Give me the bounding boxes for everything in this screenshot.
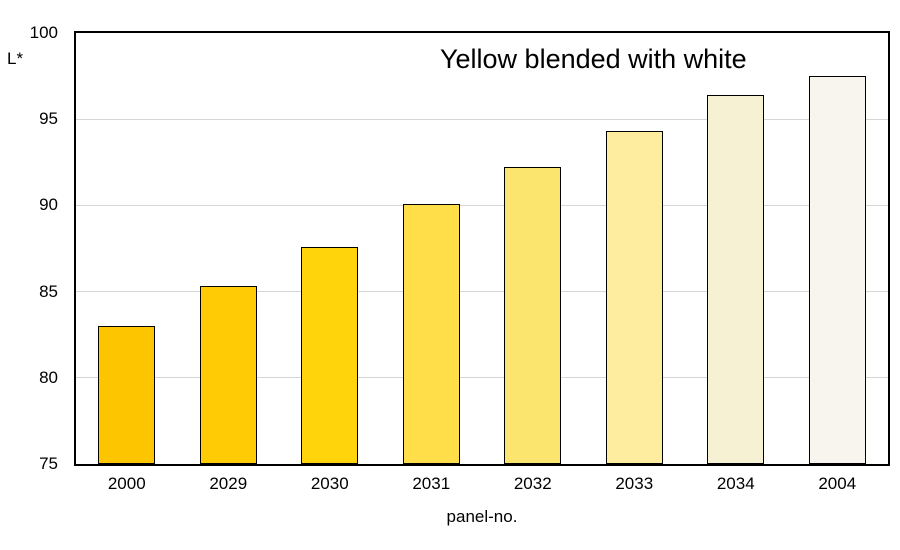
bar-2032: [504, 167, 562, 464]
y-tick-label-75: 75: [39, 454, 58, 473]
bar-2029: [199, 286, 257, 464]
bar-2004: [808, 76, 866, 464]
y-tick-label-85: 85: [39, 281, 58, 301]
y-tick-label-100: 100: [29, 23, 58, 42]
bar-2033: [605, 131, 663, 464]
chart-title: Yellow blended with white: [440, 44, 747, 74]
gridline-80: [76, 377, 888, 379]
x-tick-label-2032: 2032: [513, 474, 552, 493]
x-tick-label-2030: 2030: [310, 474, 349, 493]
x-tick-label-2029: 2029: [209, 474, 248, 493]
gridline-90: [76, 204, 888, 206]
y-tick-label-80: 80: [39, 367, 58, 387]
y-tick-label-90: 90: [39, 195, 58, 215]
bar-2031: [402, 203, 460, 464]
bar-2000: [98, 326, 156, 464]
y-axis-title: L*: [7, 49, 24, 68]
plot-area: [74, 31, 890, 466]
x-tick-label-2031: 2031: [412, 474, 451, 493]
x-tick-label-2034: 2034: [716, 474, 755, 493]
x-axis-title: panel-no.: [446, 507, 518, 526]
x-tick-label-2000: 2000: [107, 474, 146, 493]
gridline-85: [76, 291, 888, 293]
x-tick-label-2033: 2033: [615, 474, 654, 493]
gridline-95: [76, 118, 888, 120]
bar-2034: [707, 95, 765, 464]
x-tick-label-2004: 2004: [818, 474, 857, 493]
bar-2030: [301, 246, 359, 464]
y-tick-label-95: 95: [39, 109, 58, 129]
